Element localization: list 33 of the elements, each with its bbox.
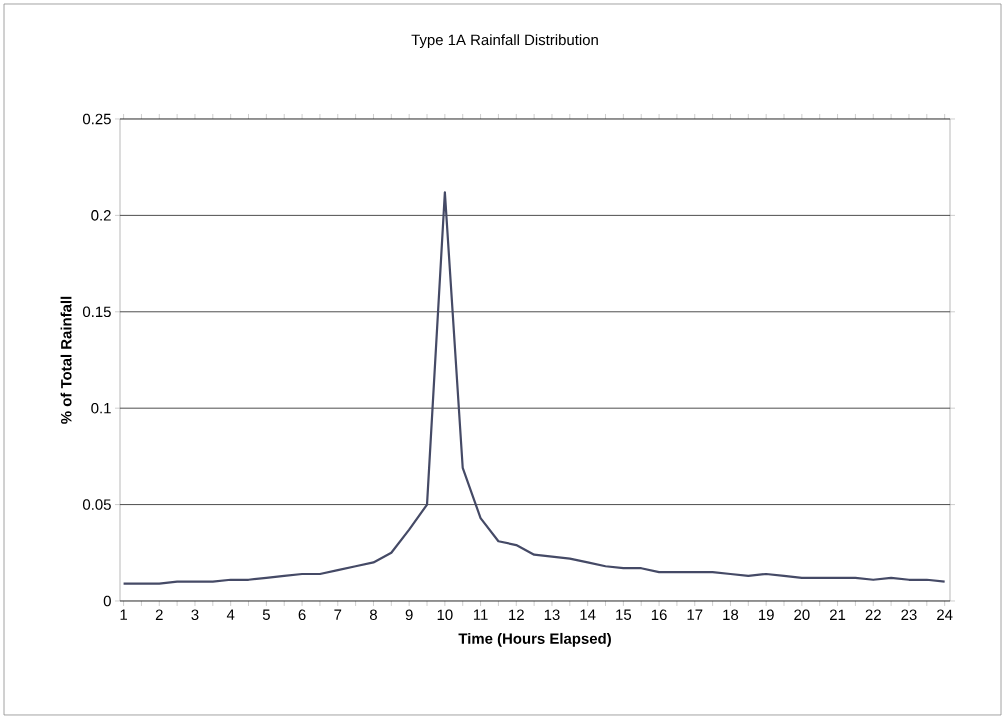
x-tick-label: 23 bbox=[901, 609, 917, 621]
x-tick-label: 5 bbox=[262, 609, 270, 620]
y-tick-label: 0.15 bbox=[82, 306, 111, 318]
x-tick-label: 6 bbox=[298, 609, 306, 621]
x-tick-label: 8 bbox=[369, 609, 377, 621]
x-tick-label: 13 bbox=[544, 609, 560, 621]
y-axis-title: % of Total Rainfall bbox=[60, 296, 72, 424]
x-tick-label: 3 bbox=[191, 609, 199, 621]
x-tick-label: 18 bbox=[723, 609, 739, 621]
y-tick-label: 0.2 bbox=[91, 210, 111, 221]
x-tick-label: 10 bbox=[437, 609, 453, 621]
x-tick-label: 22 bbox=[865, 609, 881, 620]
y-tick-label: 0.1 bbox=[91, 402, 111, 414]
x-tick-label: 12 bbox=[509, 609, 524, 620]
x-tick-label: 24 bbox=[937, 609, 953, 620]
chart-title: Type 1A Rainfall Distribution bbox=[411, 34, 598, 49]
x-tick-label: 7 bbox=[334, 609, 342, 620]
x-tick-label: 11 bbox=[473, 609, 488, 620]
x-tick-label: 17 bbox=[687, 609, 703, 620]
x-tick-label: 9 bbox=[405, 609, 413, 621]
y-tick-label: 0 bbox=[103, 595, 111, 607]
x-tick-label: 16 bbox=[651, 609, 667, 621]
x-tick-label: 1 bbox=[120, 609, 127, 620]
y-tick-label: 0.05 bbox=[82, 499, 111, 510]
x-tick-label: 19 bbox=[758, 609, 774, 621]
y-tick-label: 0.25 bbox=[82, 113, 111, 125]
x-tick-label: 21 bbox=[830, 609, 846, 620]
x-tick-label: 15 bbox=[616, 609, 632, 620]
x-axis-title: Time (Hours Elapsed) bbox=[458, 632, 611, 647]
x-tick-label: 4 bbox=[226, 609, 235, 620]
x-tick-label: 2 bbox=[155, 609, 163, 620]
x-tick-label: 14 bbox=[580, 609, 596, 620]
x-tick-label: 20 bbox=[794, 609, 810, 621]
